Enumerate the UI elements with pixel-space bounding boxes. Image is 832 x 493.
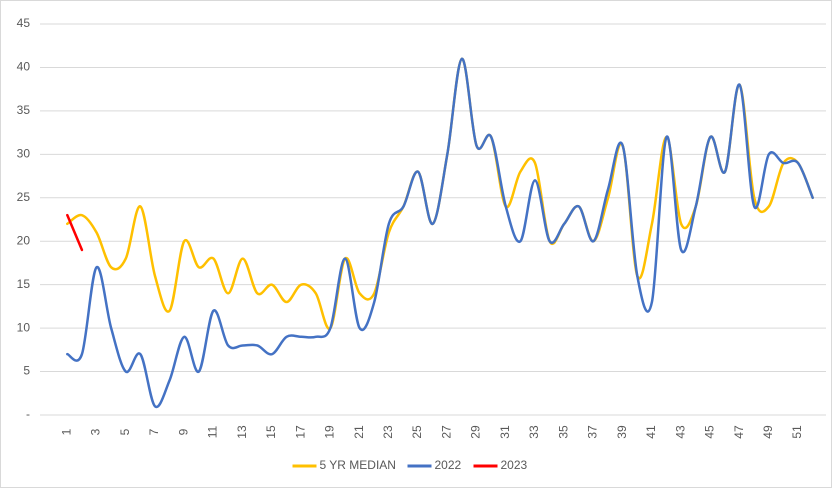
legend-label: 2022	[435, 458, 462, 472]
x-tick-label: 1	[59, 428, 73, 435]
x-tick-label: 51	[790, 425, 804, 439]
legend-label: 2023	[501, 458, 528, 472]
legend-label: 5 YR MEDIAN	[320, 458, 396, 472]
x-tick-label: 31	[498, 425, 512, 439]
y-tick-label: 20	[17, 233, 31, 247]
x-tick-label: 19	[323, 425, 337, 439]
y-tick-label: 45	[17, 16, 31, 30]
y-tick-label: 5	[23, 364, 30, 378]
x-tick-label: 11	[206, 425, 220, 438]
y-tick-label: 10	[17, 320, 31, 334]
x-tick-label: 33	[527, 425, 541, 439]
x-tick-label: 15	[264, 425, 278, 439]
x-tick-label: 45	[703, 425, 717, 439]
x-tick-label: 25	[410, 425, 424, 439]
y-tick-label: 30	[17, 147, 31, 161]
x-tick-label: 29	[469, 425, 483, 439]
x-tick-label: 17	[293, 425, 307, 439]
x-tick-label: 49	[761, 425, 775, 439]
x-tick-label: 27	[439, 425, 453, 439]
x-tick-label: 9	[176, 428, 190, 435]
x-tick-label: 41	[644, 425, 658, 439]
x-tick-label: 21	[352, 425, 366, 439]
series-line	[66, 213, 84, 252]
y-tick-label: 35	[17, 103, 31, 117]
y-tick-label: 25	[17, 190, 31, 204]
x-tick-label: 3	[89, 428, 103, 435]
x-tick-label: 37	[586, 425, 600, 439]
x-tick-label: 43	[673, 425, 687, 439]
x-tick-label: 23	[381, 425, 395, 439]
y-tick-label: -	[26, 407, 30, 421]
x-tick-label: 35	[556, 425, 570, 439]
y-tick-label: 40	[17, 60, 31, 74]
x-tick-label: 5	[118, 428, 132, 435]
x-tick-label: 7	[147, 428, 161, 435]
x-tick-label: 47	[732, 425, 746, 439]
x-tick-label: 13	[235, 425, 249, 439]
x-tick-label: 39	[615, 425, 629, 439]
y-tick-label: 15	[17, 277, 31, 291]
series-line	[66, 57, 814, 409]
